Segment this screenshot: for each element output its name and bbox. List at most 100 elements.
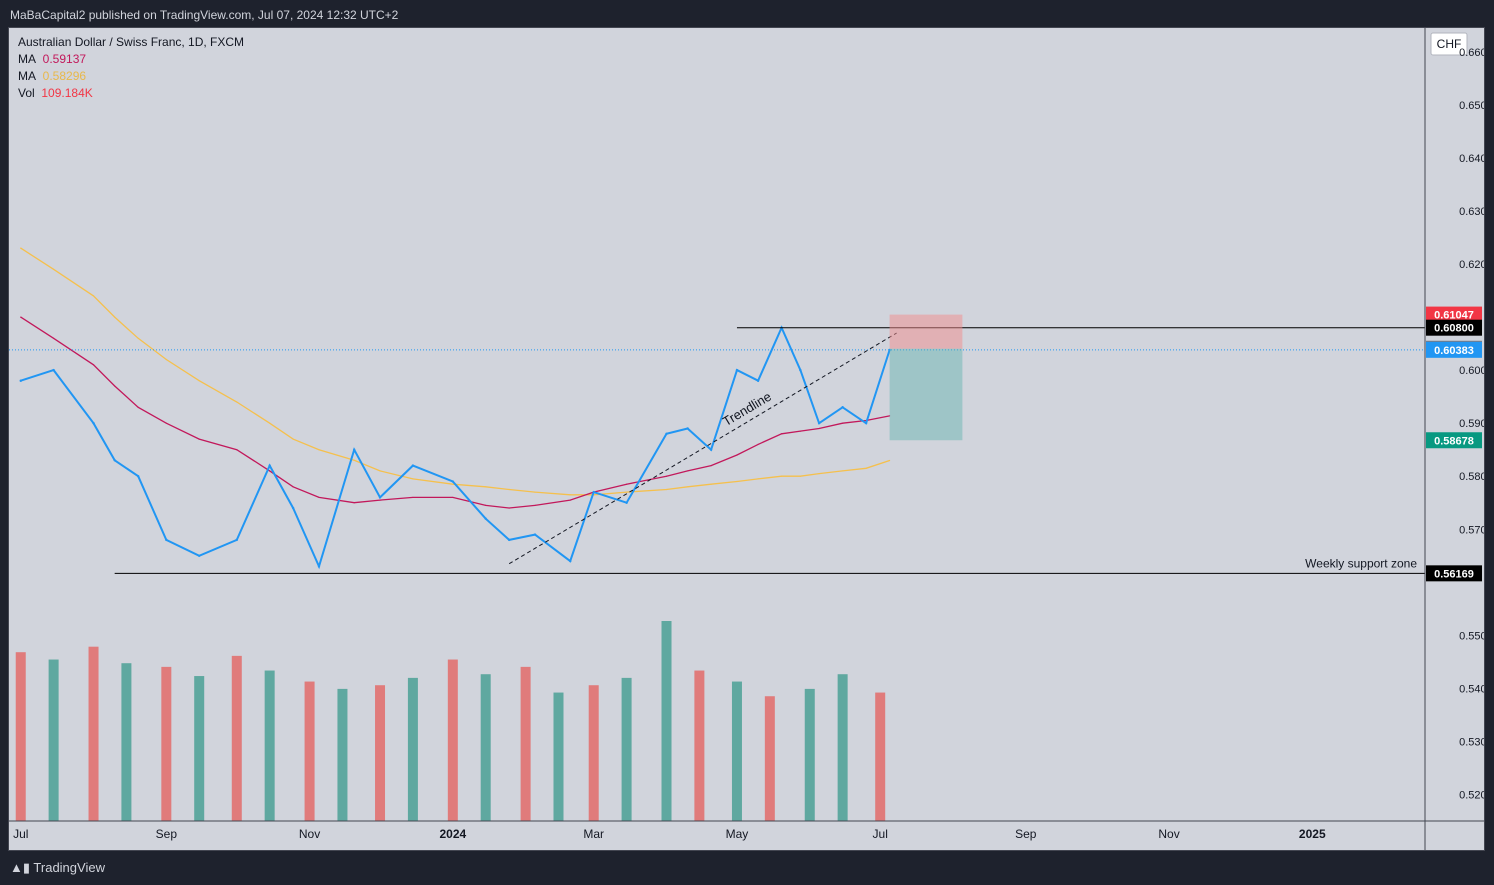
ma-fast-line-point	[92, 364, 95, 366]
legend-ma-slow[interactable]: MA 0.58296	[18, 68, 244, 85]
ma-fast-line-point	[236, 449, 238, 451]
x-tick-label: Jul	[13, 827, 28, 841]
footer: ▲▮ TradingView	[0, 850, 1494, 885]
ma-fast-line-point	[53, 337, 55, 339]
ma-fast-line-point	[269, 470, 271, 472]
price-line-point	[507, 538, 511, 542]
ma-slow-line-point	[353, 459, 355, 461]
ma-fast-line-point	[757, 443, 759, 445]
price-line-point	[136, 475, 140, 478]
ma-slow-line-point	[318, 449, 320, 451]
y-tick-label: 0.64000	[1459, 153, 1484, 165]
volume-bar	[764, 696, 775, 821]
x-tick-label: 2025	[1299, 827, 1326, 841]
ma-slow-line-point	[452, 483, 454, 485]
volume-bar	[121, 663, 132, 821]
ma-fast-line-point	[888, 415, 891, 417]
ma-slow-line-point	[888, 459, 891, 462]
ma-fast-line-point	[665, 475, 668, 477]
price-label-text: 0.56169	[1434, 568, 1474, 580]
ma-fast-line-point	[736, 454, 738, 456]
price-line-point	[92, 421, 95, 425]
price-line-point	[411, 464, 415, 467]
ma-slow-line-point	[799, 475, 801, 477]
price-label-box	[1426, 306, 1482, 323]
price-line-point	[569, 559, 572, 563]
y-tick-label: 0.58000	[1459, 471, 1484, 483]
ma-fast-line-point	[292, 486, 294, 488]
ma-fast-line-point	[353, 502, 355, 504]
ma-slow-line-point	[865, 467, 867, 469]
ma-slow-line-point	[818, 472, 820, 475]
volume-bar	[264, 670, 275, 821]
legend-ma-fast[interactable]: MA 0.59137	[18, 51, 244, 68]
y-tick-label: 0.57000	[1459, 524, 1484, 536]
price-line-point	[451, 480, 455, 483]
x-tick-label: Nov	[299, 827, 320, 841]
ma-fast-line-point	[625, 483, 628, 485]
x-tick-label: Jul	[873, 827, 888, 841]
ma-fast-line-point	[379, 499, 381, 501]
ma-fast-line-point	[114, 385, 116, 387]
ma-slow-line-point	[736, 480, 738, 483]
volume-bar	[553, 692, 564, 821]
ma-fast-line-point	[198, 438, 200, 440]
volume-bar	[15, 652, 26, 821]
ma-fast-line-point	[137, 406, 139, 408]
x-tick-label: Mar	[583, 827, 604, 841]
ma-slow-line-point	[114, 316, 116, 318]
ma-slow-line-point	[379, 470, 381, 472]
ma-slow-line-point	[687, 486, 689, 488]
volume-bar	[337, 688, 348, 821]
legend-symbol[interactable]: Australian Dollar / Swiss Franc, 1D, FXC…	[18, 35, 245, 49]
price-line-point	[735, 368, 739, 372]
price-line-point	[817, 421, 821, 425]
currency-box	[1430, 32, 1468, 56]
price-line-point	[484, 517, 487, 520]
ma-slow-line-point	[625, 491, 628, 493]
legend-volume[interactable]: Vol 109.184K	[18, 85, 244, 102]
x-tick-label: Sep	[1015, 827, 1037, 841]
chart-legend: Australian Dollar / Swiss Franc, 1D, FXC…	[18, 34, 244, 102]
ma-slow-line-point	[780, 475, 783, 477]
price-line-point	[665, 432, 668, 435]
legend-volume-value: 109.184K	[41, 86, 93, 100]
price-label-box	[1426, 432, 1482, 449]
price-line-point	[19, 379, 22, 382]
y-tick-label: 0.53000	[1459, 736, 1484, 748]
tradingview-logo-icon: ▲▮	[10, 860, 31, 875]
ma-slow-line-point	[165, 358, 167, 361]
price-line-point	[799, 368, 802, 372]
y-tick-label: 0.60000	[1459, 365, 1484, 377]
volume-bar	[621, 677, 632, 821]
ma-slow-line-point	[292, 438, 294, 440]
price-line-point	[756, 379, 760, 382]
price-line-point	[592, 490, 595, 494]
price-label-text: 0.60383	[1434, 345, 1474, 357]
ma-fast-line-point	[485, 504, 487, 506]
y-tick-label: 0.59000	[1459, 418, 1484, 430]
legend-volume-label: Vol	[18, 86, 35, 100]
ma-fast-line	[20, 316, 890, 509]
price-line-point	[317, 565, 321, 568]
tradingview-logo[interactable]: ▲▮ TradingView	[10, 860, 105, 876]
price-line-point	[113, 459, 116, 462]
y-tick-label: 0.65000	[1459, 100, 1484, 112]
volume-bar	[375, 685, 386, 821]
ma-slow-line-point	[569, 494, 571, 496]
price-line-point	[841, 406, 844, 409]
price-label-box	[1426, 565, 1482, 582]
publish-header: MaBaCapital2 published on TradingView.co…	[0, 0, 1494, 28]
volume-bar	[447, 659, 458, 821]
ma-fast-line-point	[412, 496, 414, 499]
ma-fast-line-point	[687, 470, 689, 472]
volume-bar	[661, 621, 672, 821]
volume-bar	[520, 666, 531, 821]
price-line-point	[268, 464, 271, 467]
price-label-box	[1426, 319, 1482, 336]
ma-slow-line	[20, 247, 890, 496]
volume-bar	[407, 677, 418, 821]
ma-slow-line-point	[53, 268, 55, 270]
